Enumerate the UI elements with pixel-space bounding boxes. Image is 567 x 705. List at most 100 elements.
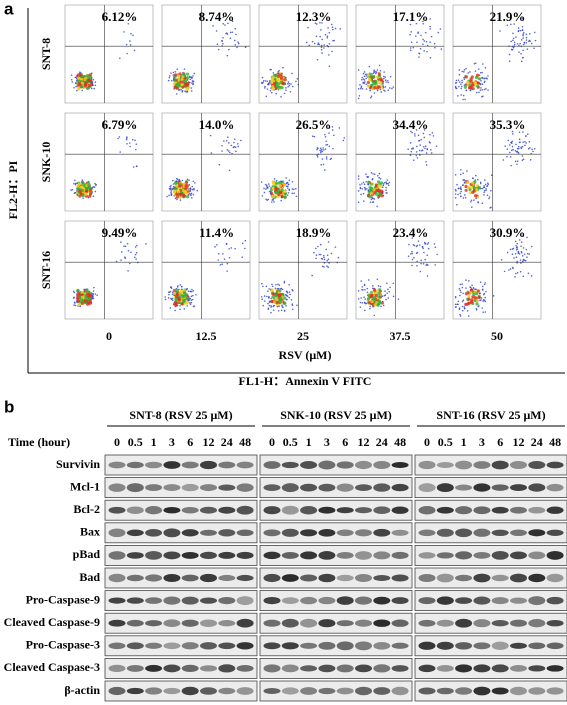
event-dot: [506, 251, 509, 254]
event-dot: [264, 85, 266, 88]
blot-band: [373, 483, 391, 492]
event-dot: [454, 295, 457, 298]
event-dot: [376, 278, 379, 280]
event-dot: [423, 251, 425, 254]
event-dot: [422, 20, 424, 23]
blot-band: [510, 619, 527, 627]
event-dot: [386, 179, 389, 181]
event-dot: [483, 189, 486, 192]
event-dot: [331, 26, 334, 28]
event-dot: [368, 195, 372, 199]
plot-frame: [258, 4, 348, 104]
event-dot: [526, 236, 528, 239]
event-dot: [134, 253, 137, 256]
event-dot: [325, 156, 328, 158]
event-dot: [275, 92, 277, 95]
event-dot: [265, 188, 267, 190]
event-dot: [484, 67, 487, 69]
group-header: SNT-8 (RSV 25 μM): [129, 408, 232, 422]
event-dot: [275, 297, 279, 302]
event-dot: [264, 183, 267, 186]
event-dot: [190, 301, 193, 304]
event-dot: [512, 39, 514, 42]
blot-band: [181, 529, 199, 537]
event-dot: [225, 139, 228, 142]
event-dot: [481, 77, 484, 79]
event-dot: [362, 289, 364, 291]
event-dot: [409, 33, 411, 36]
event-dot: [229, 151, 231, 154]
event-dot: [164, 298, 167, 301]
event-dot: [460, 195, 462, 198]
blot-band: [300, 483, 318, 492]
event-dot: [92, 290, 95, 292]
event-dot: [379, 70, 382, 72]
event-dot: [186, 305, 189, 307]
event-dot: [240, 139, 242, 142]
event-dot: [456, 203, 458, 206]
event-dot: [468, 86, 472, 90]
time-point: 24: [531, 435, 543, 449]
event-dot: [511, 48, 514, 51]
event-dot: [518, 131, 521, 133]
event-dot: [181, 285, 183, 288]
event-dot: [357, 298, 360, 300]
event-dot: [291, 304, 294, 306]
blot-strip: [414, 635, 567, 657]
blot-band: [263, 461, 281, 469]
blot-band: [181, 596, 199, 605]
event-dot: [479, 181, 482, 184]
event-dot: [422, 145, 425, 148]
event-dot: [361, 188, 363, 190]
event-dot: [168, 194, 170, 197]
blot-band: [473, 528, 491, 537]
blot-band: [436, 596, 454, 605]
blot-band: [318, 528, 336, 537]
event-dot: [382, 183, 385, 185]
event-dot: [272, 72, 275, 74]
event-dot: [74, 191, 77, 194]
event-dot: [322, 254, 325, 257]
event-dot: [381, 192, 384, 194]
event-dot: [515, 272, 517, 275]
blot-band: [281, 574, 299, 582]
event-dot: [479, 292, 482, 295]
event-dot: [117, 137, 119, 140]
blot-band: [528, 573, 546, 583]
event-dot: [366, 291, 369, 294]
event-dot: [481, 202, 484, 205]
event-dot: [231, 31, 234, 33]
event-dot: [267, 83, 269, 86]
event-dot: [360, 86, 363, 89]
blot-band: [300, 574, 318, 582]
event-dot: [475, 292, 479, 296]
event-dot: [417, 134, 420, 137]
event-dot: [226, 33, 229, 35]
event-dot: [533, 147, 536, 150]
blot-band: [355, 686, 372, 696]
event-dot: [360, 78, 363, 81]
event-dot: [233, 141, 235, 144]
blot-band: [418, 641, 436, 650]
event-dot: [381, 300, 384, 303]
event-dot: [274, 73, 278, 78]
event-dot: [418, 244, 421, 246]
event-dot: [526, 256, 528, 259]
event-dot: [516, 260, 518, 263]
blot-band: [546, 642, 564, 650]
blot-band: [163, 596, 181, 605]
event-dot: [387, 288, 389, 291]
blot-band: [455, 642, 473, 650]
event-dot: [389, 75, 392, 78]
event-dot: [409, 141, 412, 144]
event-dot: [490, 189, 492, 192]
event-dot: [179, 199, 182, 201]
percentage-label: 14.0%: [199, 117, 235, 132]
event-dot: [508, 269, 510, 271]
event-dot: [278, 284, 281, 286]
event-dot: [437, 31, 440, 34]
event-dot: [83, 77, 87, 82]
event-dot: [416, 264, 418, 267]
event-dot: [365, 173, 367, 175]
event-dot: [414, 133, 416, 135]
